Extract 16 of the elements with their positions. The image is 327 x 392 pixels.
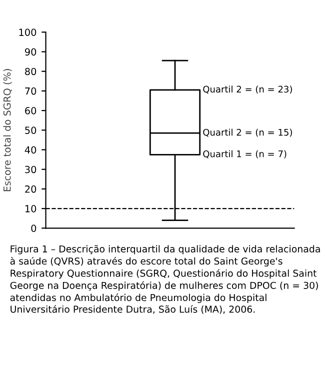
y-tick-label: 40 [24,146,36,154]
y-tick-label: 30 [25,166,36,174]
y-tick-label: 70 [25,87,36,95]
y-tick-label: 50 [25,126,36,134]
y-tick-label: 100 [19,28,36,36]
y-tick-label: 20 [25,185,36,193]
annotation: Quartil 2 = (n = 15) [203,128,292,137]
y-tick-label: 80 [25,68,36,76]
text: Figura 1 – Descrição interquartil da qualidade de vida relacionada à saúde (QVRS) através do escore total do Saint George's Respiratory Questionnaire (SGRQ, Questionário do Hospital Saint George na Doença Respiratória) de mulheres com DPOC (n = 30) atendidas no Ambulatório de Pneumologia do Hospital Universitário Presidente Dutra, São Luís (MA), 2006. [10,245,320,314]
annotation: Quartil 1 = (n = 7) [203,150,286,158]
y-tick-label: 60 [25,107,36,114]
y-tick-label: 0 [31,224,36,232]
annotation: Quartil 2 = (n = 23) [203,86,292,94]
y-tick-label: 90 [24,48,36,56]
y-axis-title: Escore total do SGRQ (%) [3,69,12,192]
y-tick-label: 10 [25,205,36,212]
